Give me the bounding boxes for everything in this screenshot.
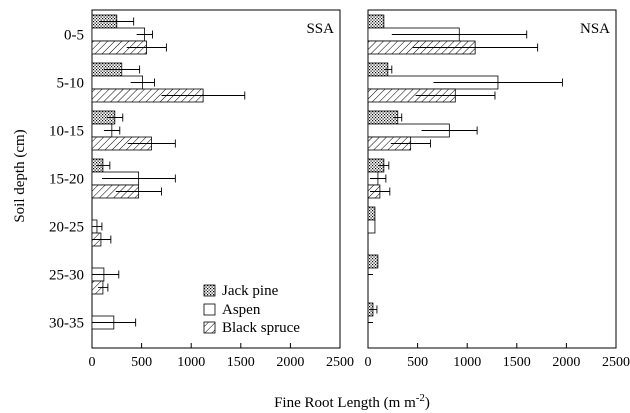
x-tick-label-ssa-5: 2500 [326,355,354,370]
x-tick-label-ssa-4: 2000 [276,355,304,370]
x-tick-label-ssa-3: 1500 [227,355,255,370]
x-tick-label-nsa-2: 1000 [453,355,481,370]
axes-layer [91,9,617,349]
panel-frame-nsa [367,9,617,349]
x-axis-title-main: Fine Root Length (m m [274,395,416,411]
y-tick-label-5: 25-30 [49,268,84,284]
x-tick-label-ssa-1: 500 [131,355,152,370]
legend-swatch-black-spruce [203,321,216,334]
y-tick-label-1: 5-10 [57,76,85,92]
x-axis-title: Fine Root Length (m m-2) [274,392,430,411]
legend-swatch-aspen [203,303,216,316]
legend-label-aspen: Aspen [222,302,261,318]
x-tick-label-nsa-3: 1500 [503,355,531,370]
bar-nsa-jack-pine-2 [367,110,399,125]
panel-label-ssa: SSA [306,21,334,37]
y-tick-label-3: 15-20 [49,172,84,188]
x-tick-label-ssa-2: 1000 [177,355,205,370]
y-axis-title: Soil depth (cm) [12,129,28,222]
y-tick-label-6: 30-35 [49,316,84,332]
bar-nsa-jack-pine-0 [367,14,385,29]
bars-layer [91,14,563,330]
y-tick-label-4: 20-25 [49,220,84,236]
bar-nsa-aspen-4 [367,219,376,234]
legend-label-black-spruce: Black spruce [222,320,300,336]
legend-label-jack-pine: Jack pine [222,283,279,299]
y-tick-label-0: 0-5 [64,28,84,44]
y-tick-label-2: 10-15 [49,124,84,140]
x-tick-label-nsa-5: 2500 [602,355,630,370]
x-axis-title-close: ) [425,395,430,411]
bar-nsa-jack-pine-4 [367,206,376,221]
legend: Jack pine Aspen Black spruce [203,283,300,336]
text-layer: SSA 0 500 1000 1500 2000 2500 0-5 5-10 10-15 15-20… [49,21,630,370]
bar-nsa-jack-pine-5 [367,254,379,269]
legend-swatch-jack-pine [203,284,216,297]
x-tick-label-nsa-1: 500 [407,355,428,370]
x-tick-label-ssa-0: 0 [89,355,96,370]
x-axis-title-sup: -2 [416,392,425,404]
panel-label-nsa: NSA [580,21,610,37]
x-tick-label-nsa-0: 0 [365,355,372,370]
x-tick-label-nsa-4: 2000 [552,355,580,370]
